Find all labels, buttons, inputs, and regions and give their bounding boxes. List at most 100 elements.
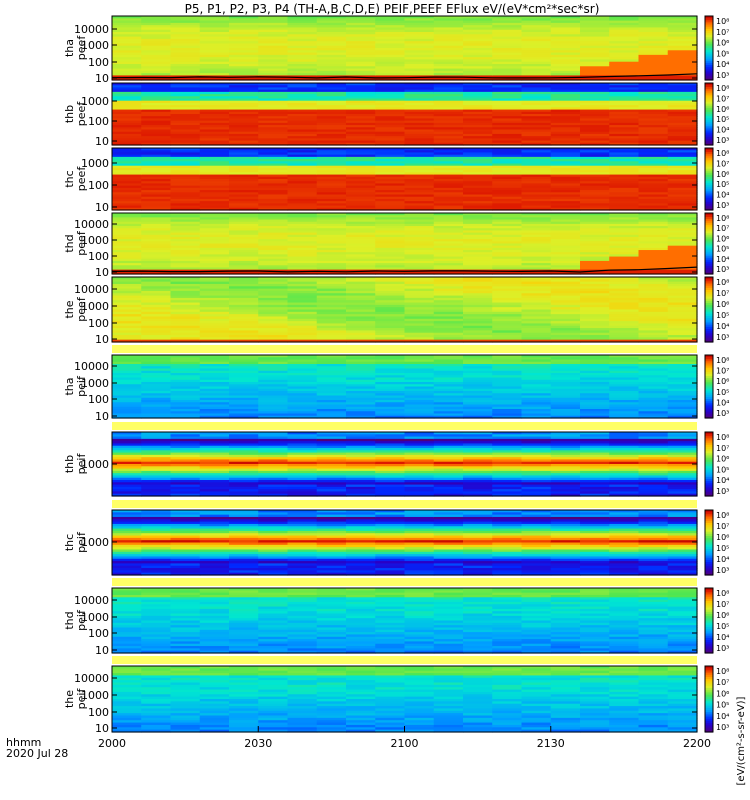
y-tick-label: 10000: [74, 360, 109, 373]
heatmap-cell: [463, 318, 493, 322]
heatmap-cell: [492, 482, 523, 486]
heatmap-cell: [609, 52, 640, 56]
heatmap-cell: [112, 152, 142, 156]
heatmap-cell: [112, 196, 142, 200]
heatmap-cell: [433, 404, 464, 408]
heatmap-cell: [199, 337, 230, 341]
heatmap-cell: [170, 52, 201, 56]
heatmap-cell: [375, 36, 406, 40]
heatmap-cell: [609, 48, 640, 51]
heatmap-cell: [609, 148, 640, 151]
heatmap-cell: [433, 540, 464, 544]
heatmap-cell: [375, 247, 406, 251]
heatmap-cell: [433, 277, 464, 280]
heatmap-cell: [375, 415, 406, 419]
heatmap-cell: [492, 388, 523, 392]
heatmap-cell: [258, 373, 289, 376]
heatmap-cell: [229, 375, 259, 379]
heatmap-cell: [609, 75, 640, 79]
heatmap-cell: [375, 473, 406, 477]
heatmap-cell: [521, 205, 552, 209]
heatmap-cell: [609, 432, 640, 435]
heatmap-cell: [375, 339, 406, 343]
heatmap-cell: [141, 643, 172, 647]
heatmap-cell: [287, 434, 318, 438]
heatmap-cell: [112, 295, 142, 299]
heatmap-cell: [492, 36, 523, 40]
heatmap-cell: [287, 413, 318, 417]
colorbar-segment: [705, 179, 713, 182]
heatmap-cell: [521, 302, 552, 306]
heatmap-cell: [521, 443, 552, 447]
heatmap-cell: [258, 328, 289, 331]
heatmap-cell: [550, 223, 581, 227]
heatmap-cell: [375, 83, 406, 86]
heatmap-cell: [521, 377, 552, 381]
heatmap-cell: [316, 561, 347, 564]
heatmap-cell: [287, 570, 318, 574]
heatmap-cell: [404, 415, 435, 419]
heatmap-cell: [141, 228, 172, 232]
heatmap-cell: [638, 179, 669, 182]
heatmap-cell: [199, 590, 230, 594]
heatmap-cell: [346, 125, 376, 128]
heatmap-cell: [199, 304, 230, 308]
heatmap-cell: [521, 375, 552, 379]
heatmap-cell: [316, 395, 347, 399]
heatmap-cell: [287, 366, 318, 370]
heatmap-cell: [433, 482, 464, 486]
heatmap-cell: [229, 321, 259, 325]
heatmap-cell: [141, 174, 172, 178]
heatmap-cell: [199, 271, 230, 275]
heatmap-cell: [667, 207, 698, 211]
heatmap-cell: [375, 537, 406, 541]
heatmap-cell: [492, 52, 523, 56]
heatmap-cell: [404, 277, 435, 280]
heatmap-cell: [492, 302, 523, 306]
heatmap-cell: [258, 466, 289, 470]
heatmap-cell: [492, 570, 523, 574]
heatmap-cell: [667, 295, 698, 299]
heatmap-cell: [199, 328, 230, 331]
heatmap-cell: [580, 459, 610, 463]
heatmap-cell: [667, 36, 698, 40]
heatmap-cell: [141, 185, 172, 189]
heatmap-cell: [550, 161, 581, 165]
heatmap-cell: [112, 622, 142, 626]
heatmap-cell: [287, 215, 318, 218]
colorbar-segment: [705, 390, 713, 394]
heatmap-cell: [433, 260, 464, 264]
heatmap-cell: [170, 109, 201, 113]
heatmap-cell: [580, 70, 610, 74]
heatmap-cell: [550, 572, 581, 576]
heatmap-cell: [638, 185, 669, 189]
heatmap-cell: [375, 77, 406, 81]
heatmap-cell: [141, 359, 172, 363]
heatmap-cell: [258, 355, 289, 358]
heatmap-cell: [463, 59, 493, 63]
heatmap-cell: [258, 459, 289, 463]
heatmap-cell: [550, 114, 581, 117]
heatmap-cell: [141, 441, 172, 445]
colorbar-segment: [705, 309, 713, 313]
heatmap-cell: [609, 335, 640, 338]
heatmap-cell: [170, 561, 201, 564]
heatmap-cell: [316, 445, 347, 449]
heatmap-cell: [287, 118, 318, 122]
heatmap-cell: [521, 156, 552, 160]
heatmap-cell: [199, 161, 230, 165]
heatmap-cell: [287, 470, 318, 474]
heatmap-cell: [609, 570, 640, 574]
heatmap-cell: [667, 75, 698, 79]
heatmap-cell: [287, 156, 318, 160]
heatmap-cell: [112, 254, 142, 258]
heatmap-cell: [229, 468, 259, 472]
heatmap-cell: [141, 194, 172, 198]
heatmap-cell: [258, 94, 289, 97]
heatmap-cell: [316, 373, 347, 376]
heatmap-cell: [141, 461, 172, 465]
heatmap-cell: [170, 140, 201, 144]
heatmap-cell: [170, 572, 201, 576]
heatmap-cell: [638, 43, 669, 47]
